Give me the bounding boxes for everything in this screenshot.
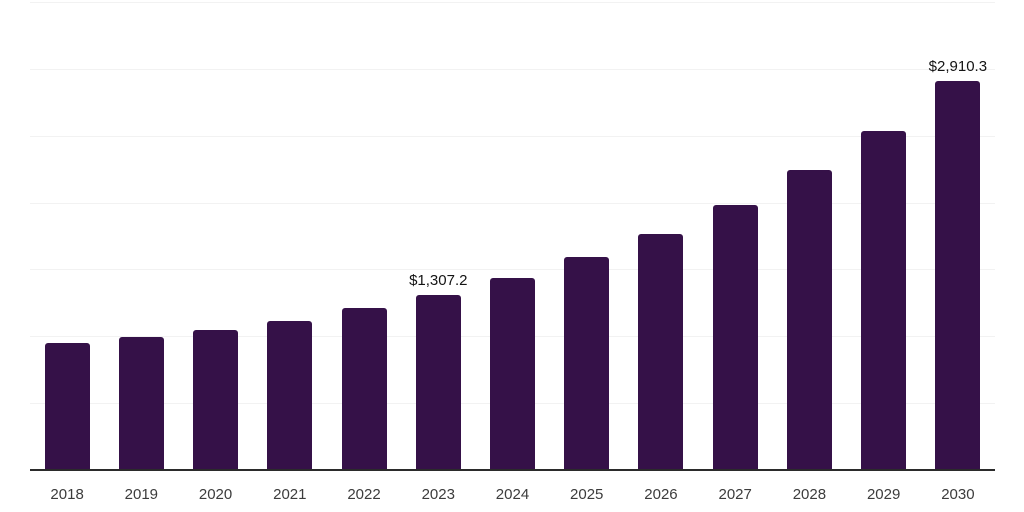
- x-tick-label-2028: 2028: [792, 486, 827, 503]
- gridline: [30, 2, 995, 3]
- x-tick-label-2030: 2030: [941, 486, 975, 503]
- x-tick-label-2029: 2029: [866, 486, 901, 503]
- gridline: [30, 203, 995, 204]
- bar-2019: [118, 337, 164, 470]
- x-tick-label-2023: 2023: [421, 486, 455, 503]
- bar-2030: [935, 80, 981, 470]
- x-tick-label-2026: 2026: [644, 486, 678, 503]
- bar-2026: [638, 233, 684, 470]
- bar-2027: [712, 204, 758, 470]
- bar-2024: [490, 277, 535, 470]
- x-tick-label-2022: 2022: [347, 486, 381, 503]
- bar-2028: [786, 170, 832, 470]
- gridline: [30, 69, 995, 70]
- bar-2023: [415, 295, 461, 470]
- bar-2029: [861, 130, 907, 470]
- x-tick-label-2020: 2020: [198, 486, 233, 503]
- bar-2022: [341, 308, 387, 470]
- bar-2020: [193, 329, 239, 470]
- x-tick-label-2027: 2027: [718, 486, 752, 503]
- bar-2021: [267, 320, 313, 470]
- x-axis-line: [30, 469, 995, 471]
- bar-2025: [564, 256, 610, 470]
- x-tick-label-2018: 2018: [50, 486, 84, 503]
- x-tick-label-2025: 2025: [570, 486, 604, 503]
- gridline: [30, 269, 995, 270]
- bar-value-label-2023: $1,307.2: [409, 272, 468, 290]
- gridline: [30, 136, 995, 137]
- bar-2018: [44, 342, 90, 470]
- x-tick-label-2024: 2024: [495, 486, 530, 503]
- x-tick-label-2021: 2021: [273, 486, 307, 503]
- x-tick-label-2019: 2019: [124, 486, 159, 503]
- bar-value-label-2030: $2,910.3: [928, 57, 988, 75]
